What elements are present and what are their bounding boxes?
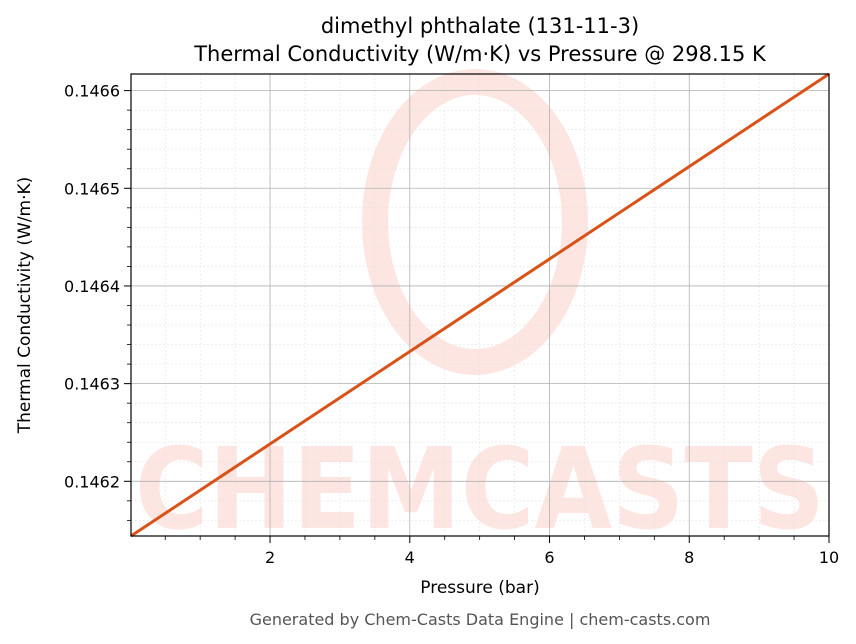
y-tick-label: 0.1462: [64, 472, 120, 491]
chart-title: dimethyl phthalate (131-11-3): [321, 14, 639, 38]
y-axis-label: Thermal Conductivity (W/m·K): [15, 177, 35, 435]
footer-credit: Generated by Chem-Casts Data Engine | ch…: [250, 610, 711, 629]
x-axis-label: Pressure (bar): [420, 578, 539, 598]
x-tick-label: 8: [684, 548, 694, 567]
watermark-swirl-icon: [362, 69, 588, 375]
major-grid: [131, 74, 830, 536]
watermark-text: CHEMCASTS: [135, 425, 825, 555]
x-tick-label: 6: [544, 548, 554, 567]
x-tick-label: 4: [405, 548, 415, 567]
y-tick-label: 0.1463: [64, 375, 120, 394]
y-tick-label: 0.1464: [64, 277, 120, 296]
y-tick-label: 0.1465: [64, 179, 120, 198]
y-tick-labels: 0.1462 0.1463 0.1464 0.1465 0.1466: [64, 82, 120, 492]
chart-subtitle: Thermal Conductivity (W/m·K) vs Pressure…: [193, 42, 767, 66]
x-tick-label: 2: [265, 548, 275, 567]
series-layer: [130, 72, 830, 538]
series-line: [130, 72, 830, 538]
x-tick-label: 10: [819, 548, 839, 567]
y-tick-label: 0.1466: [64, 82, 120, 101]
ticks: [124, 90, 830, 543]
x-tick-labels: 2 4 6 8 10: [265, 548, 839, 567]
watermark-logo: CHEMCASTS: [135, 69, 825, 555]
